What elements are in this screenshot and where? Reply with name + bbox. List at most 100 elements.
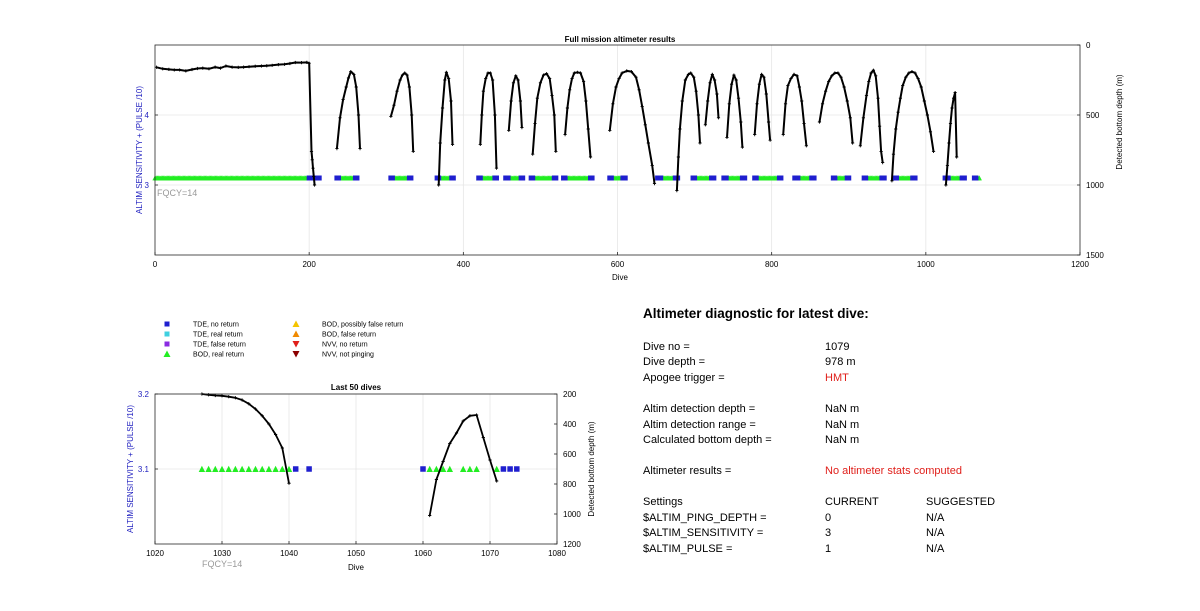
bottom-depth-point (781, 133, 785, 137)
top-fqcy-annotation: FQCY=14 (157, 188, 197, 198)
bottom-depth-point (945, 163, 950, 167)
bottom-depth-point (836, 71, 840, 75)
bottom-depth-point (848, 116, 852, 120)
bottom-depth-point (901, 84, 905, 88)
bottom-depth-point (247, 65, 251, 69)
bottom-depth-point (533, 121, 537, 125)
tde-no-return-marker (389, 175, 395, 181)
top-x-axis-label: Dive (612, 273, 629, 282)
dive-depth-value: 978 m (825, 356, 856, 368)
y-right-tick-label: 1000 (563, 510, 581, 519)
bottom-depth-point (710, 72, 714, 76)
bottom-depth-point (802, 121, 806, 125)
bottom-depth-point (448, 441, 452, 446)
bottom-depth-point (563, 133, 567, 137)
bottom-depth-point (167, 67, 171, 71)
bottom-depth-point (740, 145, 744, 149)
bottom-depth-point (625, 69, 629, 73)
setting-current: 0 (825, 512, 832, 524)
bottom-depth-point (276, 63, 280, 67)
tde-no-return-marker (507, 466, 513, 472)
bottom-depth-point (450, 142, 455, 146)
bottom-depth-point (851, 141, 855, 145)
tde-no-return-marker (500, 466, 507, 472)
dive-no-value: 1079 (825, 341, 850, 353)
bottom-depth-point (955, 155, 959, 159)
bottom-depth-point (478, 142, 482, 146)
bottom-depth-point (494, 166, 499, 170)
bottom-depth-point (876, 96, 880, 100)
y-right-tick-label: 200 (563, 390, 577, 399)
bottom-depth-point (894, 127, 898, 131)
dive-depth-label: Dive depth = (643, 356, 706, 368)
bottom-chart-title: Last 50 dives (331, 383, 382, 392)
settings-header-current: CURRENT (825, 496, 879, 508)
tde-no-return-marker (553, 175, 559, 181)
bottom-depth-point (951, 96, 956, 100)
bottom-depth-point (531, 152, 535, 156)
bottom-depth-point (288, 61, 292, 66)
bottom-depth-point (454, 431, 459, 435)
bod-real-return-marker (205, 465, 212, 472)
bod-real-return-marker (225, 465, 232, 472)
legend-triangle-down-marker (292, 351, 300, 358)
legend-label: TDE, real return (193, 332, 243, 339)
bottom-depth-line (389, 72, 415, 152)
bottom-depth-point (881, 161, 885, 165)
y-right-tick-label: 600 (563, 450, 577, 459)
bottom-depth-point (694, 89, 698, 93)
tde-no-return-marker (505, 175, 511, 181)
tde-no-return-marker (832, 175, 838, 181)
bottom-depth-lines (200, 392, 499, 518)
bottom-depth-point (354, 85, 358, 89)
bottom-depth-point (871, 68, 876, 72)
bottom-depth-point (434, 477, 438, 482)
x-tick-label: 1020 (146, 549, 164, 558)
bod-real-return-marker (493, 465, 500, 472)
legend-triangle-up-marker (292, 320, 300, 327)
bottom-depth-point (877, 124, 882, 128)
bottom-depth-point (689, 71, 693, 75)
bottom-depth-point (341, 98, 345, 102)
bottom-depth-point (792, 72, 796, 76)
bottom-depth-point (447, 77, 451, 81)
setting-current: 1 (825, 543, 832, 555)
bottom-depth-point (797, 85, 802, 89)
bottom-y-axis-right-label: Detected bottom depth (m) (587, 421, 596, 516)
bottom-depth-point (637, 88, 641, 92)
bod-real-return-marker (272, 465, 279, 472)
bottom-depth-point (259, 64, 263, 68)
bottom-depth-point (227, 395, 231, 399)
bottom-depth-point (922, 99, 926, 103)
bottom-depth-point (864, 93, 869, 97)
bottom-depth-point (230, 65, 234, 69)
y-left-tick-label: 4 (145, 111, 150, 120)
setting-suggested: N/A (926, 543, 945, 555)
tde-no-return-marker (795, 175, 801, 181)
bottom-depth-point (716, 116, 721, 120)
bottom-depth-point (570, 77, 574, 81)
tde-no-return-marker (608, 175, 614, 181)
bottom-depth-point (910, 70, 914, 74)
tde-no-return-marker (306, 175, 312, 181)
bottom-depth-point (634, 75, 638, 79)
bod-real-return-marker (265, 465, 273, 472)
tde-no-return-marker (354, 175, 360, 181)
tde-no-return-marker (863, 175, 869, 181)
legend-triangle-up-marker (292, 330, 300, 337)
bod-real-return-marker (198, 465, 206, 472)
top-depth-lines (154, 60, 959, 193)
bottom-depth-point (824, 89, 828, 93)
bottom-depth-point (833, 71, 837, 75)
bottom-depth-point (620, 71, 624, 75)
bottom-depth-point (786, 84, 790, 88)
bottom-depth-point (753, 133, 757, 137)
bottom-depth-point (842, 85, 846, 89)
x-tick-label: 1030 (213, 549, 231, 558)
bottom-depth-point (240, 398, 244, 402)
bottom-depth-point (734, 78, 738, 82)
tde-no-return-marker (622, 175, 628, 181)
bottom-depth-point (629, 70, 633, 74)
legend-label: BOD, possibly false return (322, 322, 403, 329)
bottom-depth-point (481, 435, 485, 440)
